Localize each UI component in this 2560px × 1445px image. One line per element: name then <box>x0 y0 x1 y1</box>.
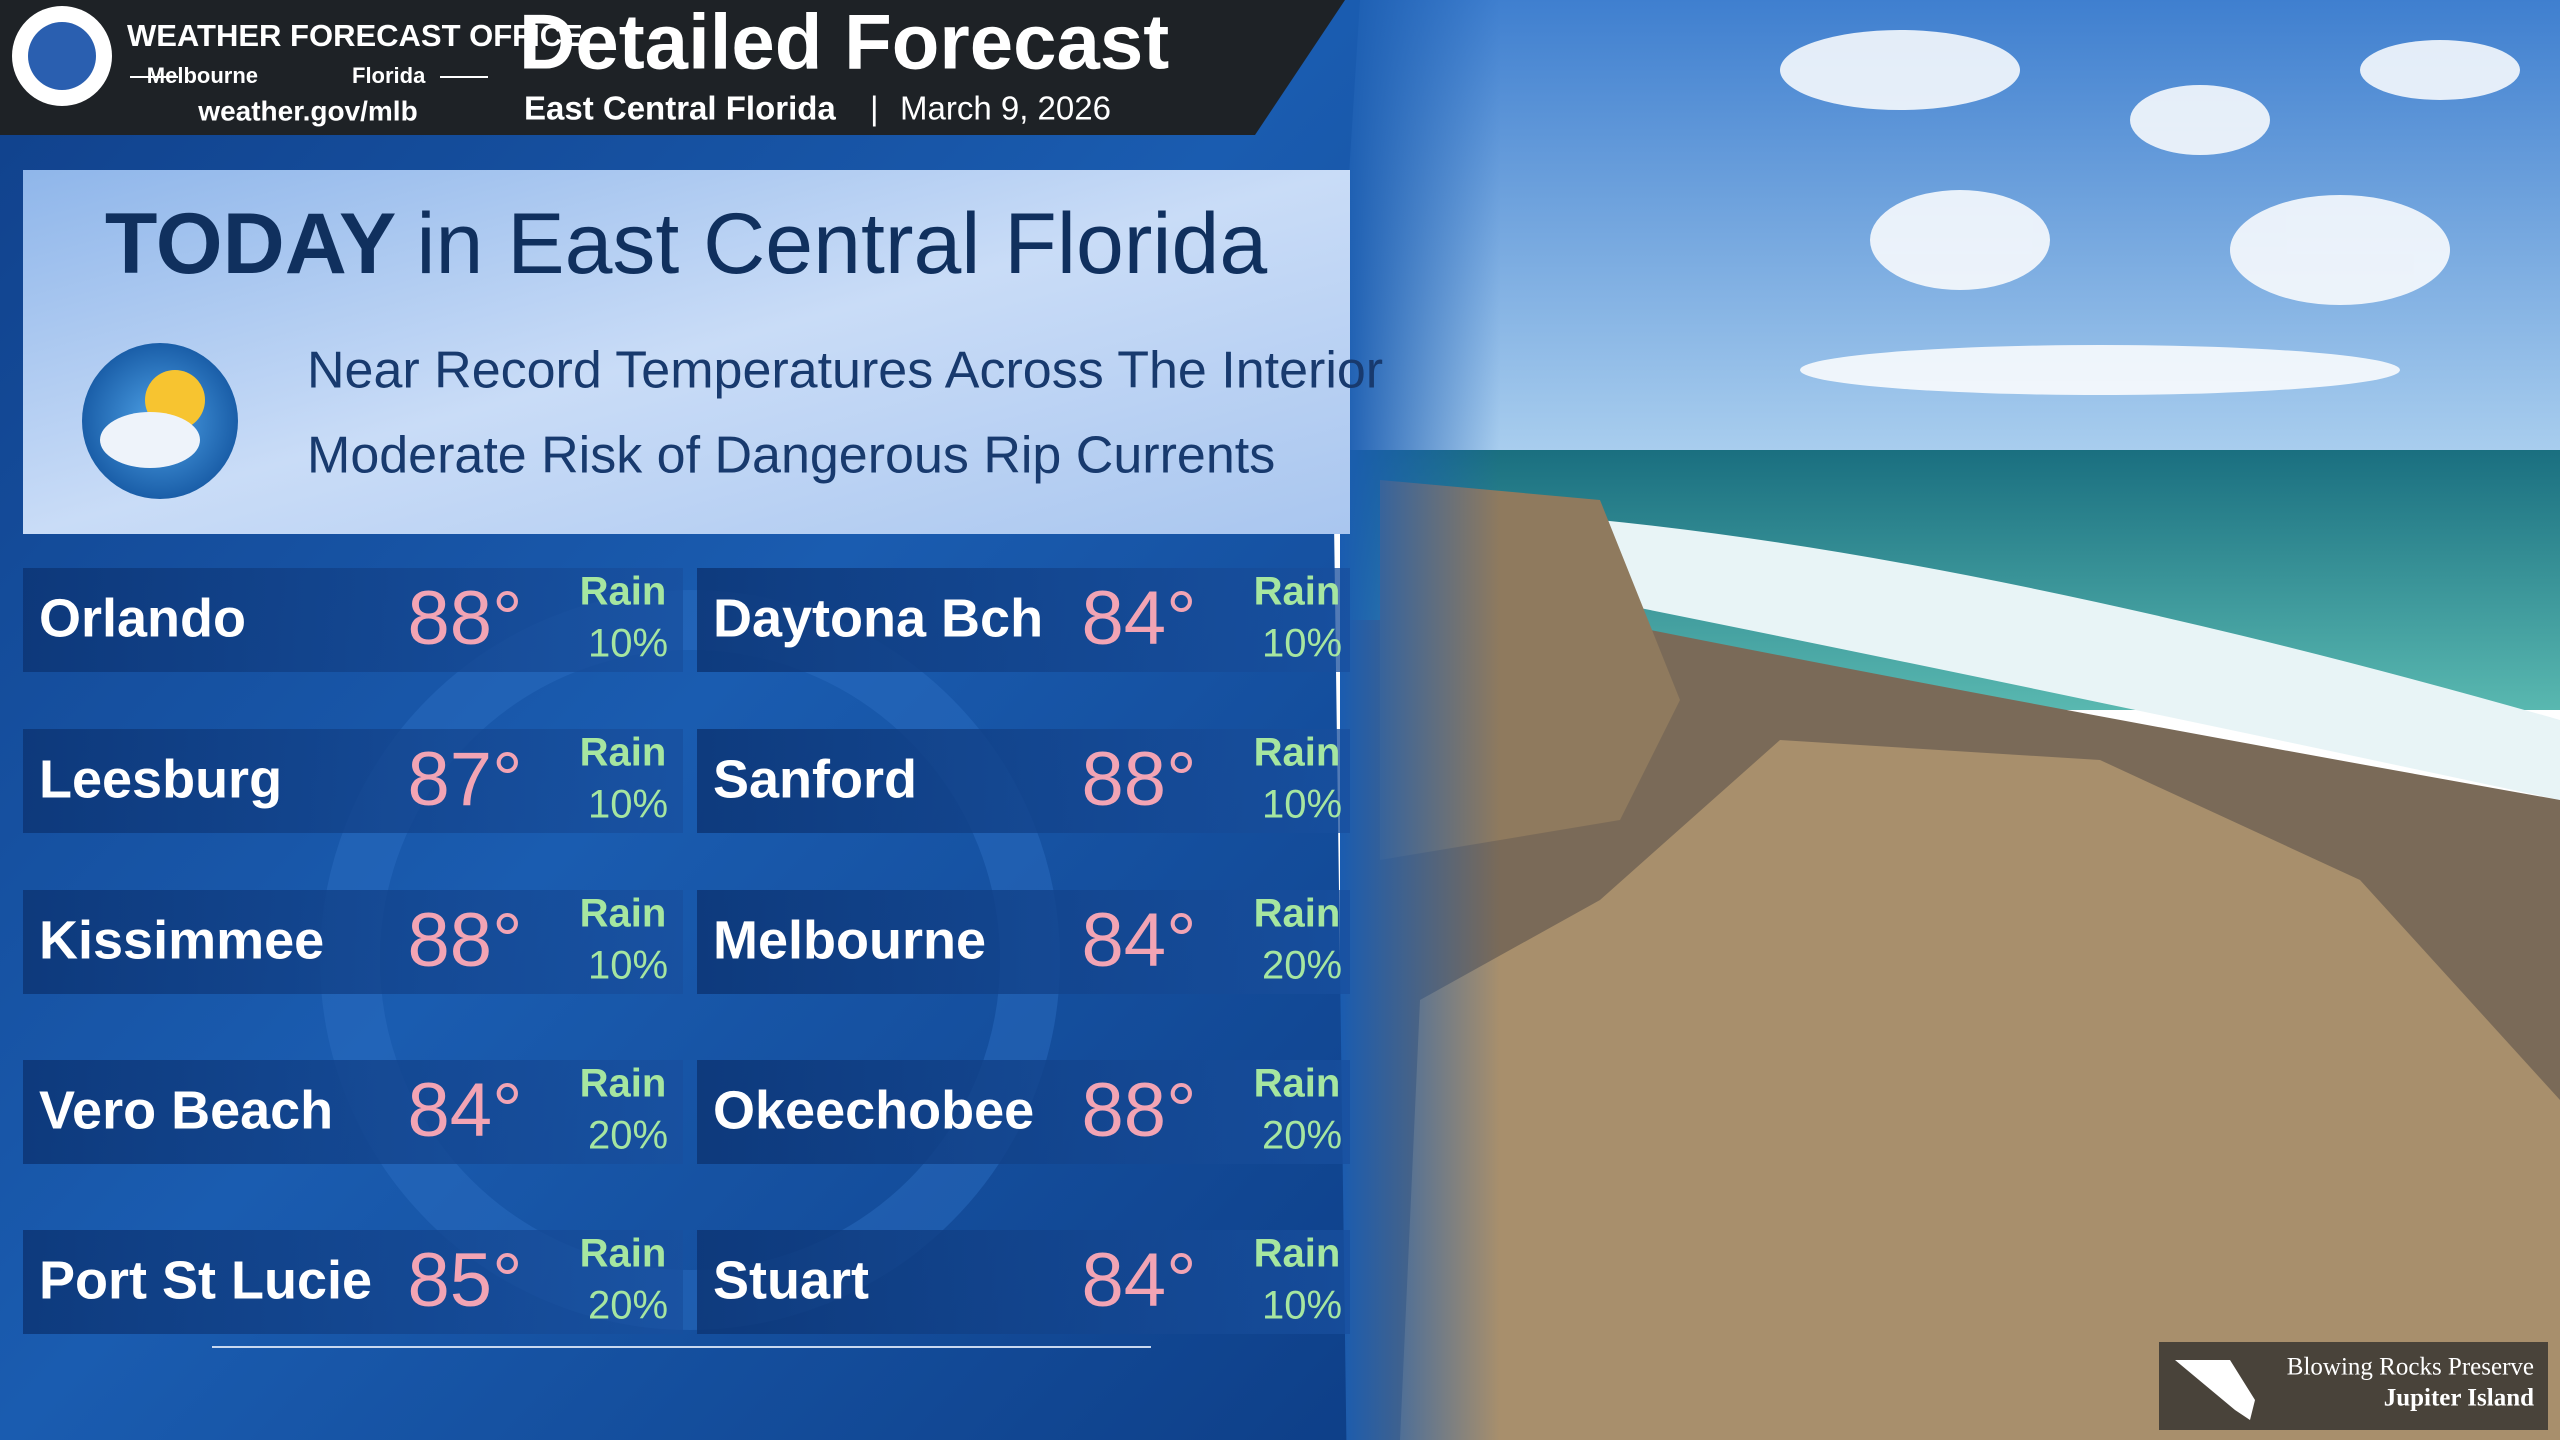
cloud <box>100 412 200 468</box>
rain-label: Rain <box>580 892 667 936</box>
temp: 87° <box>408 737 523 822</box>
rain-label: Rain <box>1254 892 1341 936</box>
rain-label: Rain <box>1254 731 1341 775</box>
rain: 10% <box>1262 1284 1342 1328</box>
rain-label: Rain <box>1254 1232 1341 1276</box>
city-name: Port St Lucie <box>39 1250 372 1310</box>
rain: 10% <box>1262 783 1342 827</box>
header-bar <box>0 0 1345 135</box>
rain-label: Rain <box>580 1062 667 1106</box>
city-row <box>697 729 1350 833</box>
city-name: Okeechobee <box>713 1080 1034 1140</box>
rain: 10% <box>588 783 668 827</box>
city-name: Orlando <box>39 588 246 648</box>
city-name: Stuart <box>713 1250 869 1310</box>
url: weather.gov/mlb <box>197 95 417 126</box>
rain-label: Rain <box>1254 1062 1341 1106</box>
today-rest: in East Central Florida <box>416 196 1267 292</box>
city: Melbourne <box>147 63 258 88</box>
caption: Jupiter Island <box>2384 1385 2534 1412</box>
rain-label: Rain <box>1254 570 1341 614</box>
rain: 20% <box>588 1284 668 1328</box>
photo-fade <box>1340 0 1500 1440</box>
temp: 88° <box>1082 737 1197 822</box>
today-box <box>23 170 1350 534</box>
rain: 10% <box>588 944 668 988</box>
temp: 88° <box>408 576 523 661</box>
rain: 10% <box>588 622 668 666</box>
city-name: Vero Beach <box>39 1080 333 1140</box>
today-bold: TODAY <box>105 196 397 292</box>
rain-label: Rain <box>580 1232 667 1276</box>
state: Florida <box>352 63 426 88</box>
logo-inner <box>28 22 96 90</box>
rain: 20% <box>1262 944 1342 988</box>
city-row <box>697 890 1350 994</box>
city-row <box>697 1060 1350 1164</box>
temp: 88° <box>408 898 523 983</box>
city-name: Daytona Bch <box>713 588 1043 648</box>
region: East Central Florida <box>524 90 836 127</box>
florida-icon <box>2175 1360 2255 1420</box>
city-row <box>23 1230 683 1334</box>
date: March 9, 2026 <box>900 90 1111 127</box>
separator: | <box>870 90 879 127</box>
city-name: Kissimmee <box>39 910 324 970</box>
office: WEATHER FORECAST OFFICE <box>127 18 583 53</box>
city-row <box>23 568 683 672</box>
city-row <box>23 890 683 994</box>
rain: 20% <box>1262 1114 1342 1158</box>
rain-label: Rain <box>580 570 667 614</box>
today-line: Moderate Risk of Dangerous Rip Currents <box>307 427 1275 485</box>
rain-label: Rain <box>580 731 667 775</box>
city-name: Leesburg <box>39 749 282 809</box>
temp: 84° <box>1082 576 1197 661</box>
clouds <box>1780 30 2520 395</box>
city-row <box>23 1060 683 1164</box>
temp: 84° <box>408 1068 523 1153</box>
today-line: Near Record Temperatures Across The Inte… <box>307 342 1383 400</box>
city-row <box>697 568 1350 672</box>
temp: 84° <box>1082 898 1197 983</box>
today-heading: TODAY in East Central Florida <box>105 196 1268 292</box>
city-name: Sanford <box>713 749 917 809</box>
rain: 20% <box>588 1114 668 1158</box>
temp: 85° <box>408 1238 523 1323</box>
temp: 88° <box>1082 1068 1197 1153</box>
surf <box>1600 520 2560 800</box>
title: Detailed Forecast <box>519 0 1169 86</box>
city-grid: Orlando 88° Rain 10% Daytona Bch 84° Rain 10% Le… <box>23 568 1350 1334</box>
rain: 10% <box>1262 622 1342 666</box>
rock <box>1400 740 2560 1440</box>
city-row <box>697 1230 1350 1334</box>
temp: 84° <box>1082 1238 1197 1323</box>
city-name: Melbourne <box>713 910 986 970</box>
caption: Blowing Rocks Preserve <box>2287 1354 2534 1381</box>
city-row <box>23 729 683 833</box>
